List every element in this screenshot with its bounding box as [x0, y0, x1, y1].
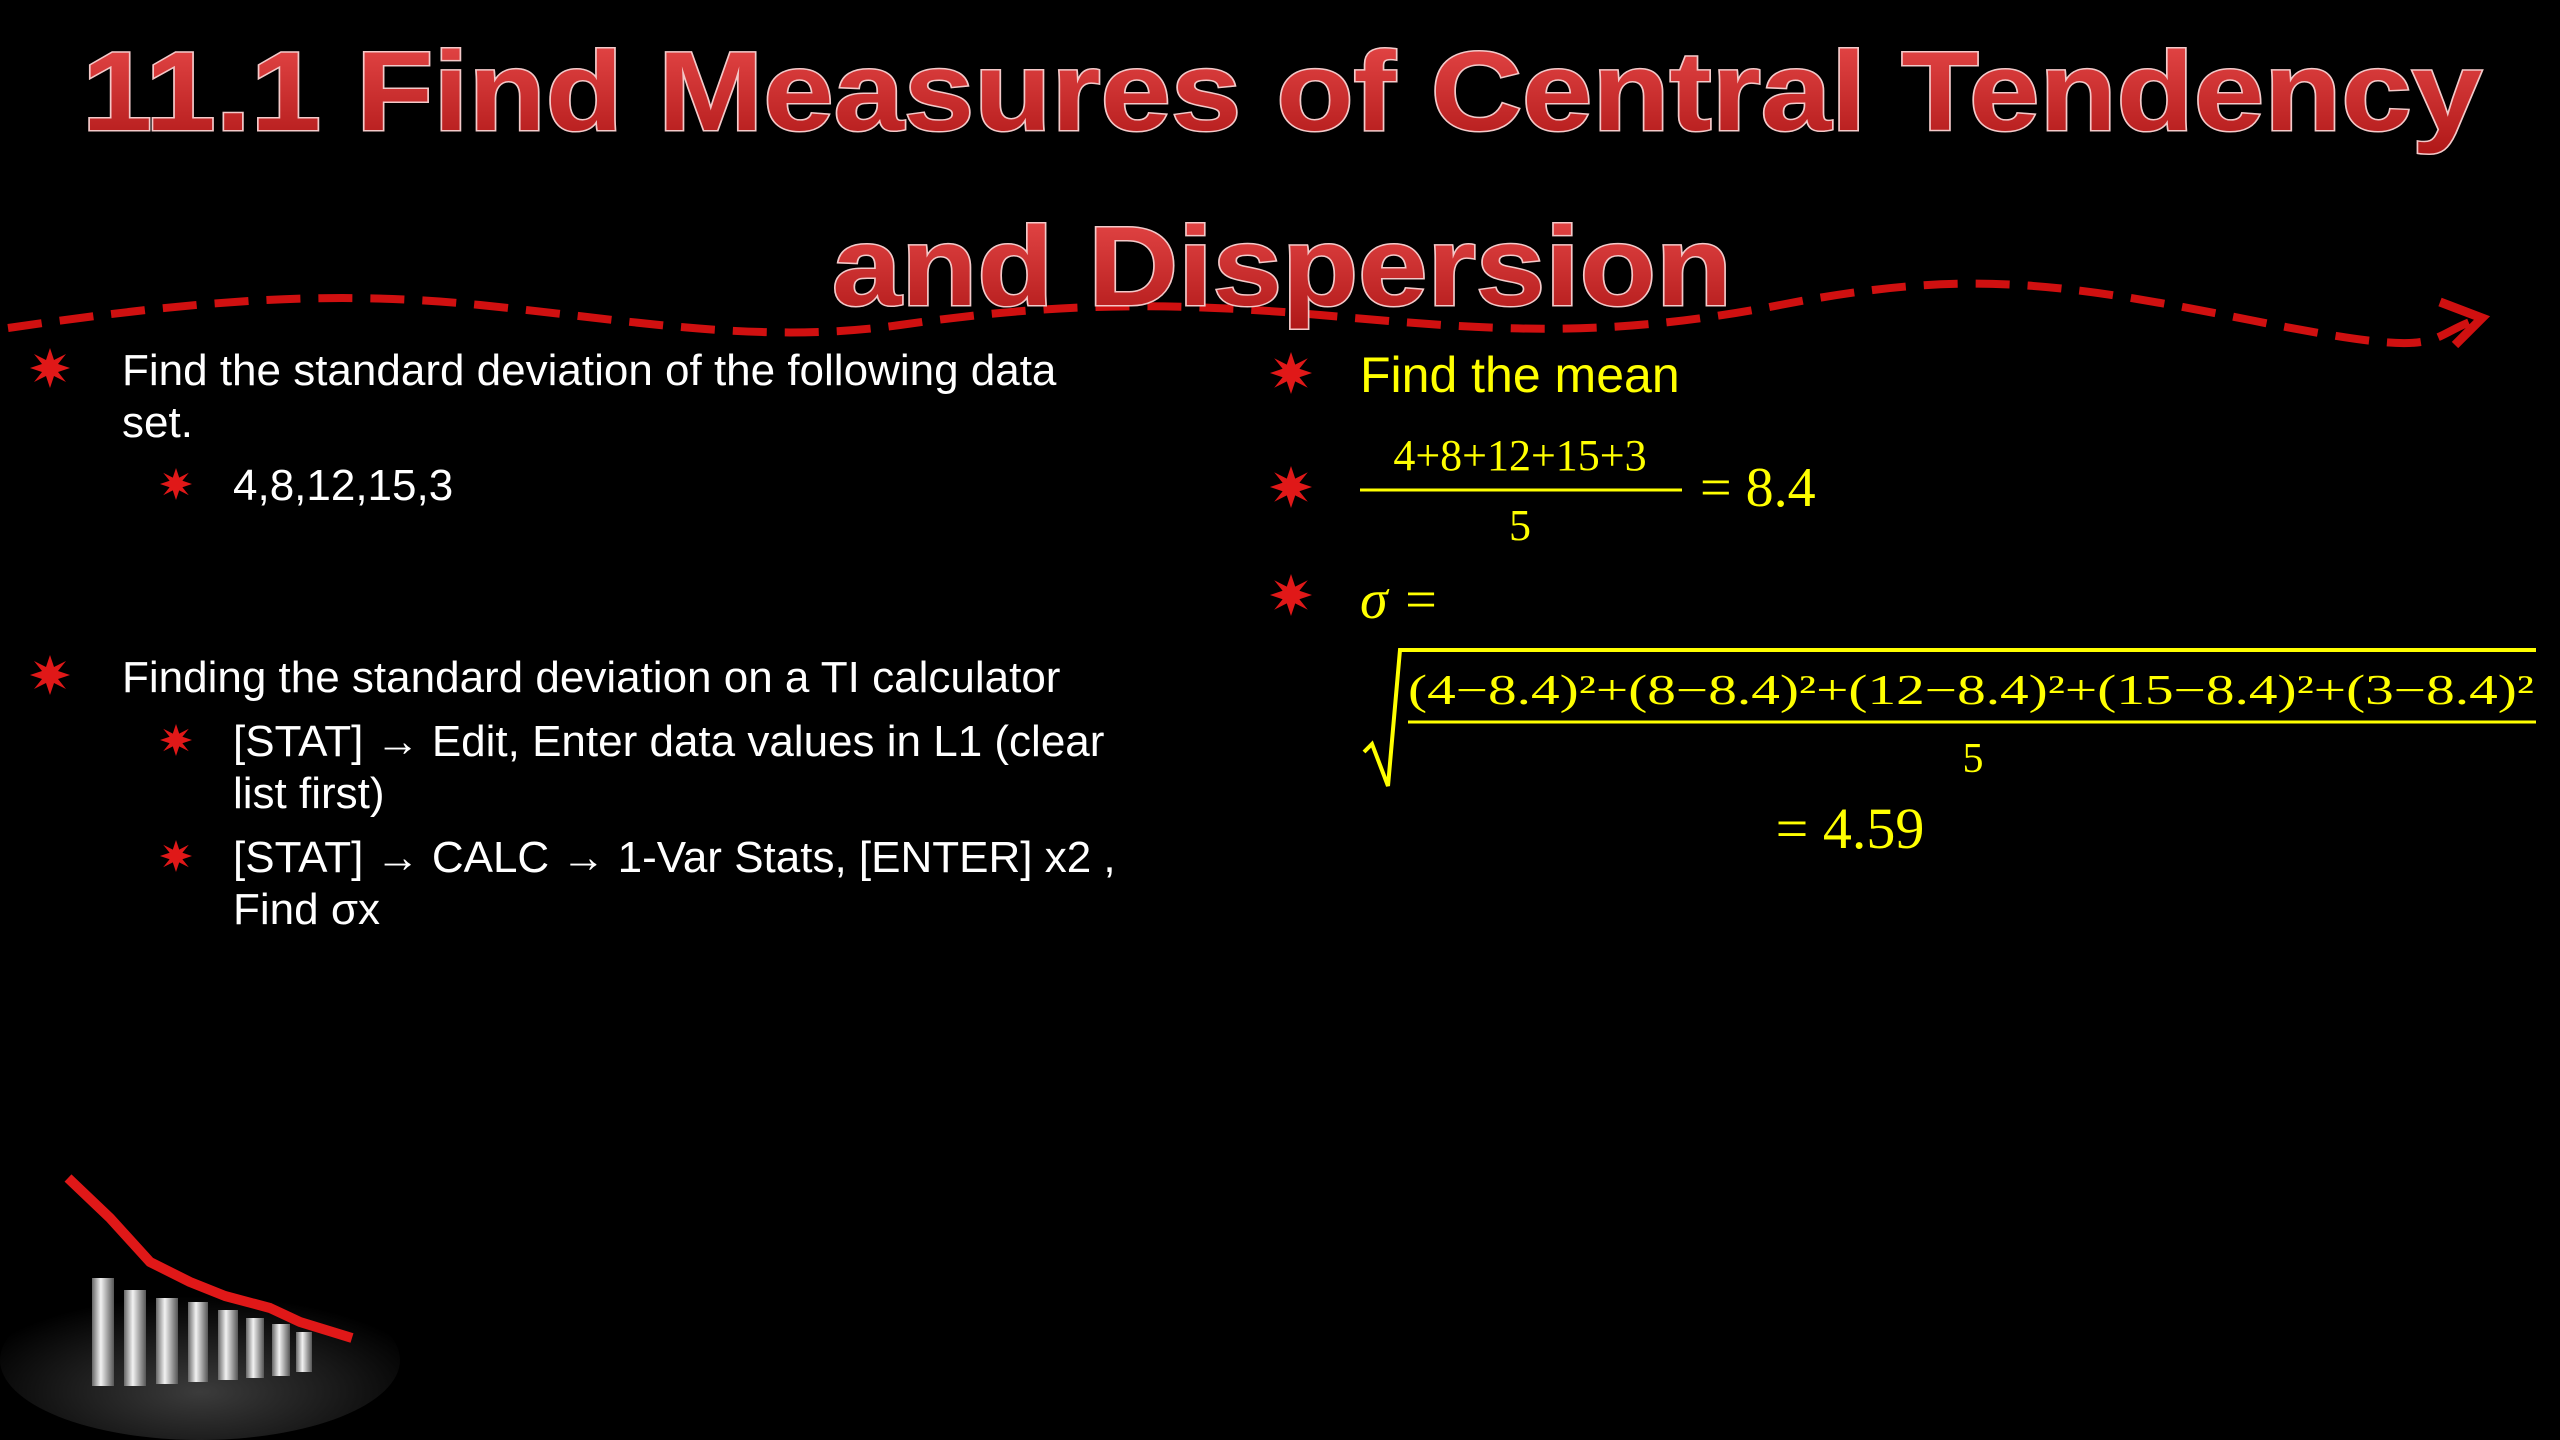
- subbullet-text: [STAT] → Edit, Enter data values in L1 (…: [233, 717, 1104, 766]
- arrow-head: [2438, 297, 2491, 349]
- sqrt-sign: [1362, 648, 2536, 787]
- wavy-arrow: [7, 279, 2477, 348]
- icon-bar: [156, 1298, 178, 1384]
- bullet-text: Finding the standard deviation on a TI c…: [122, 653, 1060, 702]
- icon-trend-line: [64, 1174, 354, 1343]
- subbullet-text: Find σx: [233, 885, 380, 934]
- icon-bar: [124, 1290, 146, 1386]
- result: = 4.59: [1776, 796, 1925, 861]
- fraction-denominator: 5: [1963, 736, 1984, 782]
- fraction-numerator: 4+8+12+15+3: [1393, 431, 1646, 480]
- result: = 8.4: [1700, 457, 1816, 519]
- bullet-text: Find the standard deviation of the follo…: [122, 346, 1057, 395]
- fraction-denominator: 5: [1509, 501, 1531, 550]
- title-line: and Dispersion: [832, 204, 1732, 329]
- subbullet-text: list first): [233, 769, 385, 818]
- icon-bar: [92, 1278, 114, 1386]
- sigma-label: σ =: [1360, 569, 1439, 631]
- icon-bar: [296, 1332, 312, 1372]
- icon-bar: [246, 1318, 264, 1378]
- heading: Find the mean: [1360, 347, 1680, 403]
- icon-bar: [188, 1302, 208, 1382]
- bullet-text: set.: [122, 398, 193, 447]
- subbullet-text: [STAT] → CALC → 1-Var Stats, [ENTER] x2 …: [233, 833, 1116, 882]
- title-line: 11.1 Find Measures of Central Tendency: [82, 29, 2482, 154]
- sqrt-numerator: (4−8.4)²+(8−8.4)²+(12−8.4)²+(15−8.4)²+(3…: [1408, 668, 2534, 714]
- icon-bar: [218, 1310, 238, 1380]
- subbullet-text: 4,8,12,15,3: [233, 461, 453, 510]
- icon-bar: [272, 1324, 290, 1376]
- chart-icon: [0, 1174, 400, 1440]
